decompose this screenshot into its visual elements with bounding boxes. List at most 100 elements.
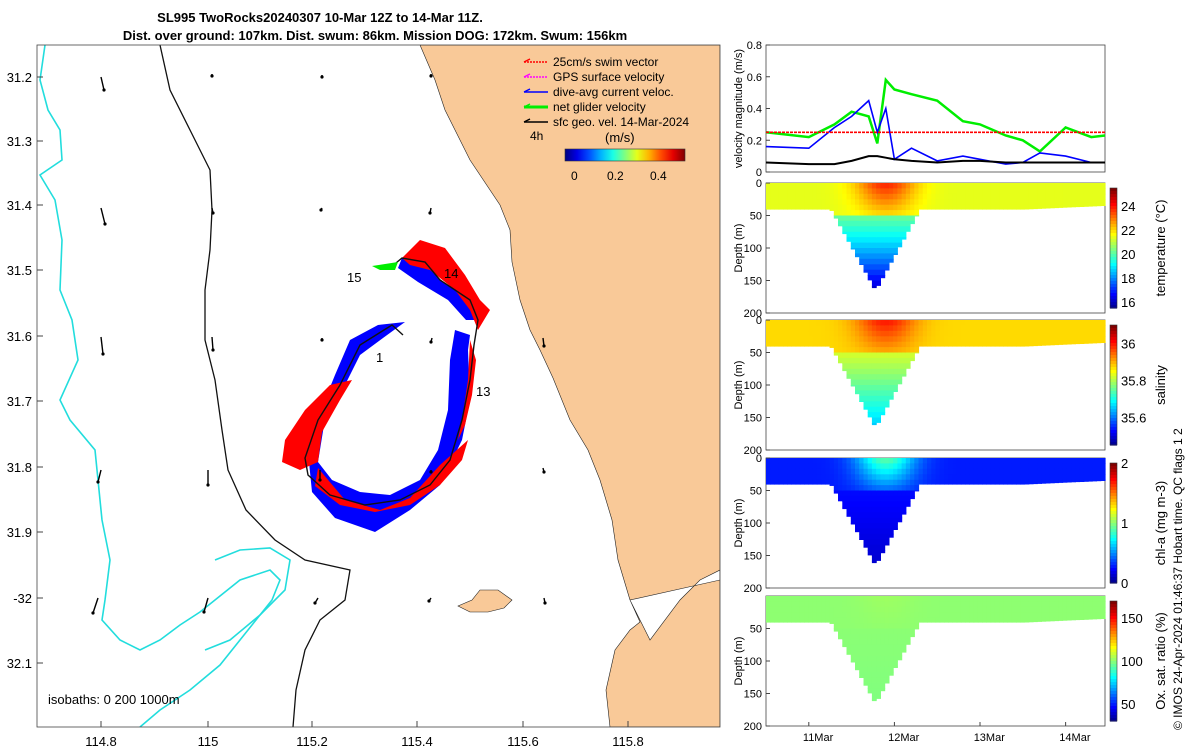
section-cell bbox=[910, 606, 915, 613]
section-cell bbox=[969, 612, 975, 619]
section-cell bbox=[1096, 601, 1102, 608]
section-cell bbox=[867, 258, 873, 265]
section-cell bbox=[876, 220, 881, 227]
section-cell bbox=[795, 479, 801, 485]
geo-velocity-arrow-head bbox=[202, 610, 206, 614]
section-cell bbox=[821, 204, 826, 210]
section-colorbar-cell bbox=[1110, 212, 1117, 216]
section-cell bbox=[859, 523, 864, 529]
section-cell bbox=[799, 341, 805, 347]
section-cell bbox=[867, 601, 873, 608]
section-colorbar-cell bbox=[1110, 230, 1117, 234]
section-cell bbox=[982, 320, 987, 326]
section-cell bbox=[1096, 458, 1102, 464]
section-cell bbox=[982, 606, 987, 613]
section-colorbar-cell bbox=[1110, 613, 1117, 617]
section-cell bbox=[948, 463, 953, 470]
section-cell bbox=[969, 183, 975, 189]
section-colorbar-cell bbox=[1110, 325, 1117, 329]
section-cell bbox=[774, 606, 780, 613]
section-cell bbox=[1054, 183, 1059, 189]
section-cell bbox=[825, 458, 831, 464]
section-cell bbox=[871, 623, 877, 630]
section-cell bbox=[1088, 458, 1093, 464]
section-cell bbox=[821, 606, 826, 613]
section-cell bbox=[914, 320, 920, 326]
section-cell bbox=[825, 320, 831, 326]
section-cell bbox=[910, 341, 915, 348]
section-cell bbox=[948, 458, 953, 464]
section-cell bbox=[1007, 199, 1013, 206]
section-cell bbox=[799, 601, 805, 608]
section-cell bbox=[838, 357, 843, 364]
section-cell bbox=[1049, 463, 1055, 470]
section-cell bbox=[867, 512, 873, 519]
section-cell bbox=[821, 463, 826, 470]
section-cell bbox=[855, 336, 860, 343]
section-cell bbox=[842, 490, 848, 497]
section-cell bbox=[778, 183, 784, 189]
section-cell bbox=[871, 357, 877, 364]
section-cell bbox=[905, 347, 911, 354]
section-cell bbox=[850, 468, 856, 475]
section-cell bbox=[871, 210, 877, 217]
section-cell bbox=[939, 601, 945, 608]
section-cell bbox=[965, 458, 970, 464]
section-cell bbox=[829, 601, 835, 608]
section-cell bbox=[838, 495, 843, 502]
section-cell bbox=[1092, 204, 1098, 207]
section-cell bbox=[838, 628, 843, 635]
section-cell bbox=[850, 183, 856, 189]
section-cell bbox=[859, 644, 864, 651]
section-cell bbox=[948, 188, 953, 195]
section-cell bbox=[888, 463, 894, 470]
section-cell bbox=[1003, 193, 1009, 200]
section-colorbar-cell bbox=[1110, 373, 1117, 377]
section-cell bbox=[918, 325, 924, 332]
section-cell bbox=[1016, 612, 1021, 619]
section-cell bbox=[910, 633, 915, 638]
section-colorbar-cell bbox=[1110, 415, 1117, 419]
section-cell bbox=[1045, 188, 1051, 195]
section-cell bbox=[871, 253, 877, 260]
section-cell bbox=[1011, 601, 1017, 608]
section-cell bbox=[1045, 468, 1051, 475]
section-cell bbox=[812, 596, 818, 602]
section-cell bbox=[1041, 617, 1047, 622]
section-cell bbox=[994, 188, 1000, 195]
section-cell bbox=[914, 458, 920, 464]
section-cell bbox=[888, 325, 894, 332]
section-cell bbox=[922, 193, 928, 200]
section-colorbar-cell bbox=[1110, 682, 1117, 686]
section-cell bbox=[850, 463, 856, 470]
section-cell bbox=[871, 258, 877, 265]
section-cell bbox=[880, 601, 886, 608]
section-colorbar-cell bbox=[1110, 559, 1117, 563]
section-cell bbox=[999, 606, 1004, 613]
section-cell bbox=[871, 412, 877, 419]
section-cell bbox=[884, 242, 890, 249]
section-cell bbox=[863, 325, 869, 332]
section-cell bbox=[863, 490, 869, 497]
section-colorbar-cell bbox=[1110, 194, 1117, 198]
section-colorbar-cell bbox=[1110, 251, 1117, 255]
section-cell bbox=[948, 474, 953, 481]
section-cell bbox=[1092, 479, 1098, 482]
section-cell bbox=[1058, 596, 1064, 602]
section-cell bbox=[1033, 330, 1038, 337]
section-cell bbox=[876, 280, 881, 286]
section-cell bbox=[914, 596, 920, 602]
section-cell bbox=[825, 474, 831, 481]
section-cell bbox=[884, 458, 890, 464]
section-cell bbox=[787, 474, 792, 481]
section-cell bbox=[884, 655, 890, 662]
section-cell bbox=[1075, 199, 1081, 206]
section-cell bbox=[880, 352, 886, 359]
figure-title: SL995 TwoRocks20240307 10-Mar 12Z to 14-… bbox=[157, 10, 483, 25]
section-cell bbox=[880, 385, 886, 391]
section-cell bbox=[859, 401, 864, 402]
section-cell bbox=[855, 506, 860, 513]
section-cell bbox=[876, 188, 881, 195]
section-cell bbox=[821, 601, 826, 608]
section-cell bbox=[1011, 474, 1017, 481]
